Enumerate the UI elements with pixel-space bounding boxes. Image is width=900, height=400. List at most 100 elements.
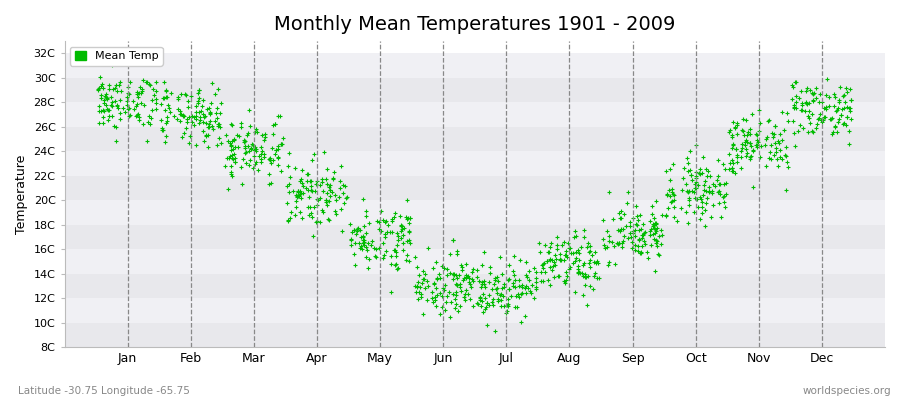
Point xyxy=(778,144,793,150)
Point xyxy=(181,98,195,104)
Point xyxy=(381,222,395,228)
Point xyxy=(546,258,561,265)
Point xyxy=(578,282,592,288)
Point xyxy=(316,209,330,216)
Point xyxy=(176,113,191,119)
Point xyxy=(336,189,350,196)
Point xyxy=(563,264,578,270)
Point xyxy=(763,148,778,155)
Point xyxy=(228,159,242,165)
Point xyxy=(362,256,376,262)
Point xyxy=(602,232,616,239)
Point xyxy=(263,157,277,164)
Point xyxy=(817,114,832,120)
Point xyxy=(644,218,658,224)
Point xyxy=(271,153,285,160)
Point xyxy=(693,194,707,200)
Point xyxy=(252,153,266,159)
Point xyxy=(102,107,116,113)
Point xyxy=(693,166,707,173)
Point xyxy=(230,144,245,150)
Point xyxy=(144,114,158,121)
Point xyxy=(329,211,344,217)
Point xyxy=(211,142,225,148)
Point xyxy=(121,106,135,112)
Point xyxy=(375,240,390,246)
Point xyxy=(676,175,690,181)
Point xyxy=(97,92,112,99)
Point xyxy=(682,148,697,154)
Point xyxy=(711,189,725,196)
Point xyxy=(571,247,585,254)
Point xyxy=(139,79,153,85)
Point xyxy=(246,165,260,172)
Point xyxy=(108,124,122,130)
Point xyxy=(750,137,764,143)
Point xyxy=(164,90,178,96)
Point xyxy=(536,278,551,284)
Point xyxy=(194,117,208,123)
Point xyxy=(394,222,409,229)
Point xyxy=(448,304,463,311)
Point xyxy=(465,278,480,285)
Point xyxy=(402,258,417,264)
Point xyxy=(798,98,813,105)
Point xyxy=(433,274,447,281)
Point xyxy=(632,227,646,234)
Point xyxy=(621,235,635,241)
Point xyxy=(484,286,499,292)
Point xyxy=(615,208,629,214)
Point xyxy=(735,141,750,147)
Text: Latitude -30.75 Longitude -65.75: Latitude -30.75 Longitude -65.75 xyxy=(18,386,190,396)
Point xyxy=(99,90,113,97)
Point xyxy=(387,262,401,268)
Point xyxy=(547,262,562,268)
Point xyxy=(158,132,173,139)
Point xyxy=(702,184,716,190)
Point xyxy=(436,284,450,291)
Point xyxy=(225,138,239,144)
Point xyxy=(323,187,338,194)
Point xyxy=(712,200,726,206)
Point xyxy=(519,272,534,279)
Point xyxy=(800,128,814,135)
Point xyxy=(166,113,181,119)
Point xyxy=(814,111,828,118)
Point xyxy=(586,286,600,292)
Point xyxy=(816,105,831,112)
Point xyxy=(518,313,532,320)
Point xyxy=(372,219,386,226)
Point xyxy=(202,108,217,115)
Point xyxy=(575,270,590,277)
Point xyxy=(631,236,645,242)
Point xyxy=(248,129,263,136)
Point xyxy=(247,147,261,154)
Point xyxy=(723,160,737,166)
Point xyxy=(350,228,365,234)
Point xyxy=(600,244,615,250)
Point xyxy=(322,184,337,190)
Point xyxy=(264,180,278,186)
Point xyxy=(250,129,265,136)
Point xyxy=(487,276,501,283)
Point xyxy=(129,112,143,119)
Point xyxy=(354,243,368,250)
Point xyxy=(602,258,616,265)
Point xyxy=(171,94,185,100)
Point xyxy=(629,222,643,229)
Point xyxy=(574,244,589,250)
Point xyxy=(269,147,284,153)
Point xyxy=(515,290,529,296)
Point xyxy=(572,257,586,263)
Point xyxy=(92,120,106,126)
Point xyxy=(386,247,400,254)
Point xyxy=(751,132,765,138)
Point xyxy=(842,140,856,147)
Point xyxy=(734,126,749,133)
Point xyxy=(213,99,228,106)
Point xyxy=(529,275,544,281)
Point xyxy=(515,284,529,290)
Point xyxy=(107,98,122,104)
Point xyxy=(827,102,842,109)
Point xyxy=(221,154,236,161)
